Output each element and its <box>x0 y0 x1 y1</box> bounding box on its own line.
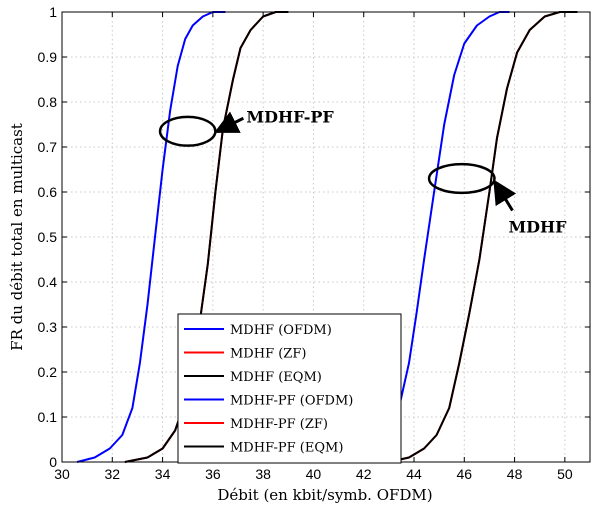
series-curves <box>76 11 578 463</box>
y-tick-label: 0.3 <box>38 319 58 335</box>
x-tick-label: 46 <box>456 466 472 482</box>
y-tick-label: 0.4 <box>38 274 58 290</box>
x-tick-label: 42 <box>356 466 372 482</box>
series-line-3 <box>388 11 578 463</box>
series-line-6 <box>124 11 289 463</box>
x-tick-label: 44 <box>406 466 422 482</box>
x-tick-label: 50 <box>557 466 573 482</box>
y-tick-label: 0 <box>49 454 57 470</box>
y-tick-label: 1 <box>49 4 57 20</box>
annotations: MDHF-PF MDHF <box>158 107 567 237</box>
y-tick-label: 0.1 <box>38 409 58 425</box>
x-tick-label: 40 <box>306 466 322 482</box>
legend-label: MDHF (ZF) <box>230 347 306 362</box>
x-tick-label: 34 <box>155 466 171 482</box>
legend: MDHF (OFDM) MDHF (ZF) MDHF (EQM) MDHF-PF (O… <box>177 313 402 464</box>
legend-box <box>177 313 402 464</box>
y-tick-label: 0.2 <box>38 364 58 380</box>
legend-label: MDHF (EQM) <box>230 370 322 385</box>
y-tick-label: 0.8 <box>38 94 58 110</box>
annotation-label-mdhf: MDHF <box>508 218 567 237</box>
y-axis-label: FR du débit total en multicast <box>8 123 26 351</box>
y-tick-label: 0.7 <box>38 139 58 155</box>
annotation-arrow <box>493 179 517 212</box>
annotation-label-mdhf-pf: MDHF-PF <box>246 107 334 126</box>
annotation-arrow <box>214 111 245 133</box>
legend-label: MDHF-PF (EQM) <box>230 441 343 456</box>
x-tick-label: 30 <box>54 466 70 482</box>
annotation-ellipse <box>427 162 496 195</box>
x-tick-label: 36 <box>205 466 221 482</box>
y-tick-label: 0.6 <box>38 184 58 200</box>
legend-label: MDHF-PF (OFDM) <box>230 394 353 409</box>
legend-label: MDHF (OFDM) <box>230 323 332 338</box>
x-tick-label: 38 <box>255 466 271 482</box>
series-line-4 <box>76 11 226 463</box>
x-axis-label: Débit (en kbit/symb. OFDM) <box>217 486 432 504</box>
y-tick-label: 0.5 <box>38 229 58 245</box>
y-tick-labels: 0 0.1 0.2 0.3 0.4 0.5 0.6 0.7 0.8 0.9 1 <box>38 4 58 470</box>
legend-label: MDHF-PF (ZF) <box>230 417 328 432</box>
x-tick-label: 48 <box>507 466 523 482</box>
x-tick-label: 32 <box>104 466 120 482</box>
x-tick-labels: 30 32 34 36 38 40 42 44 46 48 50 <box>54 466 573 482</box>
y-tick-label: 0.9 <box>38 49 58 65</box>
